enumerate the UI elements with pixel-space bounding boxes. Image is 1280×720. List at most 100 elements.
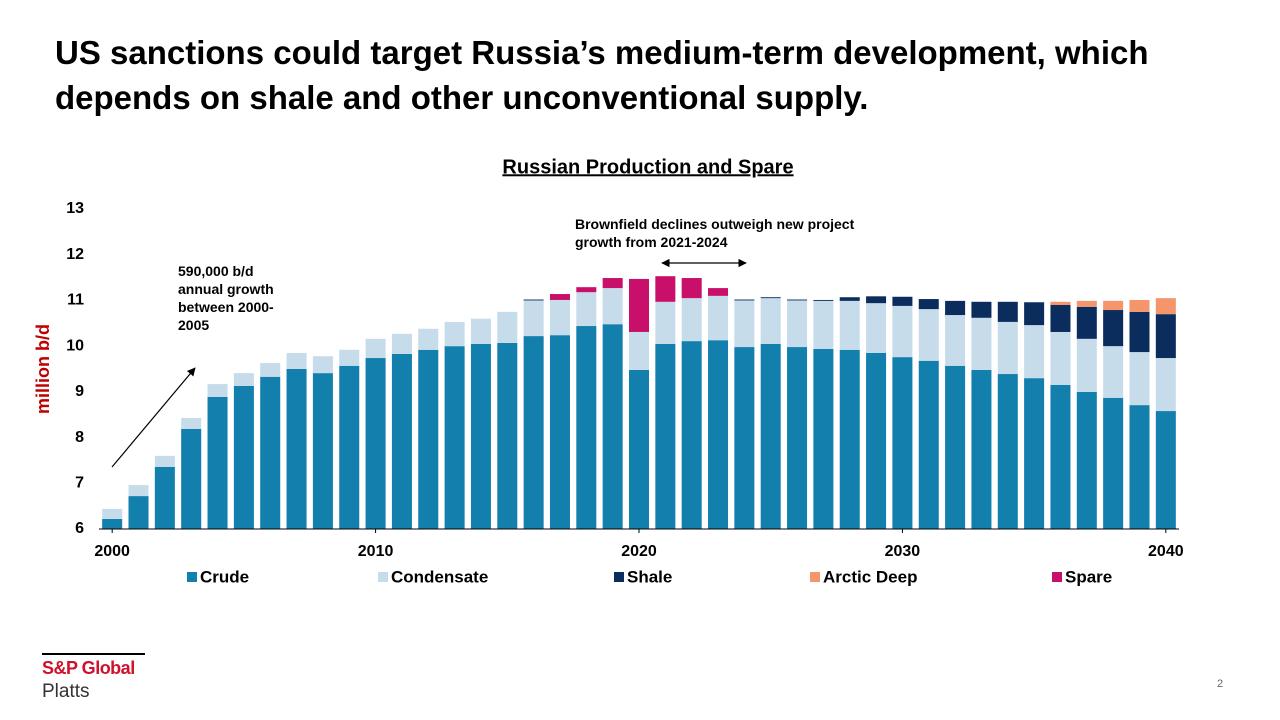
bar-segment bbox=[813, 299, 834, 301]
bar-segment bbox=[655, 276, 676, 302]
bar-segment bbox=[154, 466, 175, 529]
bar-segment bbox=[1103, 397, 1124, 529]
bar-segment bbox=[628, 278, 650, 332]
bar-segment bbox=[971, 301, 992, 318]
bar-segment bbox=[576, 292, 597, 327]
y-tick-label: 7 bbox=[75, 475, 84, 492]
bar-segment bbox=[760, 343, 781, 529]
bar-segment bbox=[708, 288, 729, 296]
bar-segment bbox=[760, 298, 781, 344]
slide-title: US sanctions could target Russia’s mediu… bbox=[55, 34, 1149, 116]
legend-swatch bbox=[187, 572, 197, 582]
bar-segment bbox=[391, 333, 412, 354]
bar-segment bbox=[866, 296, 887, 304]
bar-segment bbox=[1103, 300, 1124, 311]
x-tick-label: 2010 bbox=[358, 543, 394, 560]
bar-segment bbox=[391, 353, 412, 529]
bar-segment bbox=[1050, 385, 1071, 529]
legend-label: Spare bbox=[1065, 567, 1112, 586]
bar-segment bbox=[1103, 346, 1124, 398]
bar-segment bbox=[997, 374, 1018, 529]
bar-segment bbox=[1050, 331, 1071, 385]
bar-segment bbox=[839, 297, 860, 301]
legend-label: Crude bbox=[200, 567, 249, 586]
bar-segment bbox=[312, 356, 333, 374]
bar-segment bbox=[628, 369, 650, 529]
legend-swatch bbox=[1052, 572, 1062, 582]
bar-segment bbox=[681, 341, 702, 529]
bar-segment bbox=[681, 298, 702, 342]
bar-segment bbox=[207, 384, 228, 397]
bar-segment bbox=[892, 305, 913, 358]
bar-segment bbox=[260, 376, 281, 529]
bar-segment bbox=[1050, 305, 1071, 332]
bar-segment bbox=[971, 369, 992, 529]
annotation: 590,000 b/d annual growth between 2000-2… bbox=[178, 263, 274, 333]
bar-segment bbox=[523, 300, 544, 337]
bar-segment bbox=[286, 369, 307, 529]
bar-segment bbox=[839, 349, 860, 529]
bar-segment bbox=[576, 287, 597, 293]
bar-segment bbox=[470, 343, 491, 529]
y-tick-label: 12 bbox=[66, 246, 84, 263]
bar-segment bbox=[444, 346, 465, 529]
bar-segment bbox=[1076, 391, 1097, 529]
bar-segment bbox=[1050, 301, 1071, 305]
bar-segment bbox=[813, 300, 834, 349]
bar-segment bbox=[892, 296, 913, 306]
bar-segment bbox=[576, 326, 597, 529]
bar-segment bbox=[549, 335, 570, 529]
bar-segment bbox=[1076, 300, 1097, 307]
bar-segment bbox=[866, 303, 887, 353]
chart-title: Russian Production and Spare bbox=[502, 156, 793, 178]
bar-segment bbox=[1024, 325, 1045, 379]
logo-sub: Platts bbox=[42, 681, 90, 702]
bar-segment bbox=[918, 360, 939, 529]
bar-segment bbox=[549, 299, 570, 336]
bar-segment bbox=[734, 299, 755, 301]
legend-label: Condensate bbox=[391, 567, 488, 586]
bar-segment bbox=[181, 417, 202, 429]
bar-segment bbox=[1155, 298, 1176, 315]
bar-segment bbox=[128, 485, 149, 497]
bar-segment bbox=[418, 349, 439, 529]
bar-segment bbox=[760, 297, 781, 299]
bar-segment bbox=[181, 428, 202, 529]
bar-segment bbox=[365, 358, 386, 529]
bar-segment bbox=[339, 365, 360, 529]
y-tick-label: 13 bbox=[66, 200, 84, 217]
bar-segment bbox=[1129, 405, 1150, 529]
annotation: Brownfield declines outweigh new project… bbox=[575, 216, 855, 250]
bar-segment bbox=[549, 294, 570, 300]
bar-segment bbox=[787, 347, 808, 529]
x-tick-label: 2040 bbox=[1148, 543, 1184, 560]
bar-segment bbox=[1129, 311, 1150, 353]
bar-segment bbox=[839, 300, 860, 350]
bar-segment bbox=[339, 349, 360, 366]
bar-segment bbox=[602, 324, 623, 529]
bar-segment bbox=[734, 300, 755, 348]
bar-segment bbox=[523, 299, 544, 301]
bar-segment bbox=[918, 309, 939, 361]
bar-segment bbox=[945, 300, 966, 316]
bar-segment bbox=[497, 311, 518, 343]
legend-swatch bbox=[378, 572, 388, 582]
y-tick-label: 8 bbox=[75, 429, 84, 446]
y-tick-label: 9 bbox=[75, 383, 84, 400]
bar-segment bbox=[233, 385, 254, 529]
bar-segment bbox=[102, 518, 123, 529]
bar-segment bbox=[1076, 306, 1097, 339]
x-tick-label: 2000 bbox=[94, 543, 130, 560]
bar-segment bbox=[233, 373, 254, 386]
logo-brand: S&P Global bbox=[42, 658, 135, 678]
legend-label: Shale bbox=[627, 567, 672, 586]
logo-rule bbox=[42, 653, 145, 655]
bar-segment bbox=[418, 328, 439, 350]
bar-segment bbox=[655, 343, 676, 529]
bar-segment bbox=[1155, 314, 1176, 359]
bar-segment bbox=[286, 353, 307, 369]
bar-segment bbox=[602, 278, 623, 289]
bar-segment bbox=[444, 321, 465, 347]
legend-swatch bbox=[614, 572, 624, 582]
bar-segment bbox=[497, 342, 518, 529]
